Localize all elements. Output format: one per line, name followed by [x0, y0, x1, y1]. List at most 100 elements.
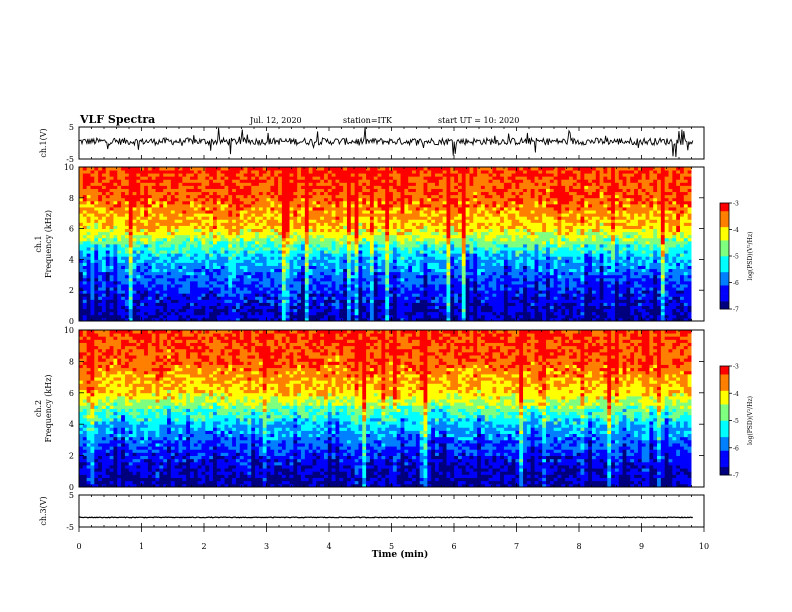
spectrogram-cell	[369, 277, 375, 282]
spectrogram-cell	[381, 213, 386, 217]
spectrogram-cell	[94, 207, 99, 211]
spectrogram-cell	[396, 317, 401, 322]
spectrogram-cell	[212, 296, 218, 300]
spectrogram-cell	[354, 179, 359, 183]
spectrogram-cell	[362, 210, 367, 214]
spectrogram-cell	[193, 237, 199, 242]
spectrogram-cell	[350, 293, 356, 297]
spectrogram-cell	[121, 308, 126, 313]
spectrogram-cell	[293, 311, 298, 316]
spectrogram-cell	[320, 284, 325, 288]
spectrogram-cell	[79, 299, 84, 303]
spectrogram-cell	[220, 268, 225, 273]
spectrogram-cell	[327, 268, 333, 273]
spectrogram-cell	[389, 213, 394, 217]
spectrogram-cell	[220, 197, 225, 202]
spectrogram-cell	[82, 247, 88, 251]
spectrogram-cell	[201, 188, 206, 193]
spectrogram-cell	[316, 200, 321, 205]
spectrogram-cell	[212, 240, 218, 245]
spectrogram-cell	[224, 231, 229, 236]
spectrogram-cell	[331, 222, 336, 226]
spectrogram-cell	[167, 225, 172, 229]
spectrogram-cell	[316, 244, 321, 248]
spectrogram-cell	[423, 259, 428, 263]
spectrogram-cell	[212, 259, 218, 263]
spectrogram-cell	[121, 302, 126, 306]
spectrogram-cell	[385, 299, 390, 303]
spectrogram-cell	[431, 234, 436, 239]
spectrogram-cell	[415, 253, 421, 257]
spectrogram-cell	[446, 287, 451, 291]
spectrogram-cell	[274, 317, 279, 322]
spectrogram-cell	[446, 256, 451, 260]
spectrogram-cell	[293, 219, 298, 223]
spectrogram-cell	[251, 210, 256, 214]
spectrogram-cell	[392, 173, 398, 177]
spectrogram-cell	[86, 200, 91, 205]
spectrogram-cell	[170, 311, 176, 316]
spectrogram-cell	[270, 250, 275, 254]
spectrogram-cell	[232, 265, 237, 270]
spectrogram-cell	[147, 311, 153, 316]
spectrogram-cell	[320, 200, 325, 205]
spectrogram-cell	[327, 271, 333, 276]
spectrogram-cell	[128, 216, 133, 220]
spectrogram-cell	[293, 167, 298, 171]
spectrogram-cell	[243, 293, 248, 297]
spectrogram-cell	[400, 296, 405, 300]
spectrogram-cell	[400, 225, 405, 229]
spectrogram-cell	[327, 299, 333, 303]
spectrogram-cell	[435, 302, 440, 306]
spectrogram-cell	[377, 296, 382, 300]
spectrogram-cell	[117, 256, 122, 260]
spectrogram-cell	[132, 179, 137, 183]
spectrogram-cell	[186, 280, 191, 285]
spectrogram-cell	[255, 265, 260, 270]
spectrogram-cell	[301, 314, 306, 319]
spectrogram-cell	[220, 290, 225, 294]
spectrogram-cell	[289, 222, 294, 226]
spectrogram-cell	[101, 228, 107, 233]
spectrogram-cell	[297, 317, 302, 322]
spectrogram-cell	[335, 250, 340, 254]
spectrogram-cell	[86, 216, 91, 220]
spectrogram-cell	[232, 203, 237, 208]
spectrogram-cell	[132, 271, 137, 276]
spectrogram-cell	[140, 299, 145, 303]
spectrogram-cell	[94, 213, 99, 217]
station-label: station=ITK	[343, 116, 393, 125]
spectrogram-cell	[415, 259, 421, 263]
spectrogram-cell	[320, 317, 325, 322]
spectrogram-cell	[216, 176, 222, 180]
spectrogram-cell	[255, 200, 260, 205]
spectrogram-cell	[105, 210, 111, 214]
spectrogram-cell	[423, 247, 428, 251]
spectrogram-cell	[220, 293, 225, 297]
spectrogram-cell	[350, 188, 356, 193]
spectrogram-cell	[435, 287, 440, 291]
spectrogram-cell	[205, 234, 210, 239]
spectrogram-cell	[79, 210, 84, 214]
spectrogram-cell	[94, 274, 99, 279]
spectrogram-cell	[343, 234, 348, 239]
spectrogram-cell	[392, 244, 398, 248]
spectrogram-cell	[140, 197, 145, 202]
spectrogram-cell	[201, 173, 206, 177]
spectrogram-cell	[124, 237, 130, 242]
spectrogram-cell	[385, 305, 390, 310]
spectrogram-cell	[404, 271, 409, 276]
spectrogram-cell	[412, 210, 417, 214]
spectrogram-cell	[132, 170, 137, 174]
spectrogram-cell	[224, 191, 229, 196]
spectrogram-cell	[297, 290, 302, 294]
spectrogram-cell	[94, 188, 99, 193]
spectrogram-cell	[140, 188, 145, 193]
spectrogram-cell	[132, 259, 137, 263]
spectrogram-cell	[408, 197, 413, 202]
spectrogram-cell	[151, 253, 156, 257]
spectrogram-cell	[324, 271, 329, 276]
spectrogram-cell	[304, 207, 310, 211]
spectrogram-cell	[343, 256, 348, 260]
spectrogram-cell	[301, 287, 306, 291]
